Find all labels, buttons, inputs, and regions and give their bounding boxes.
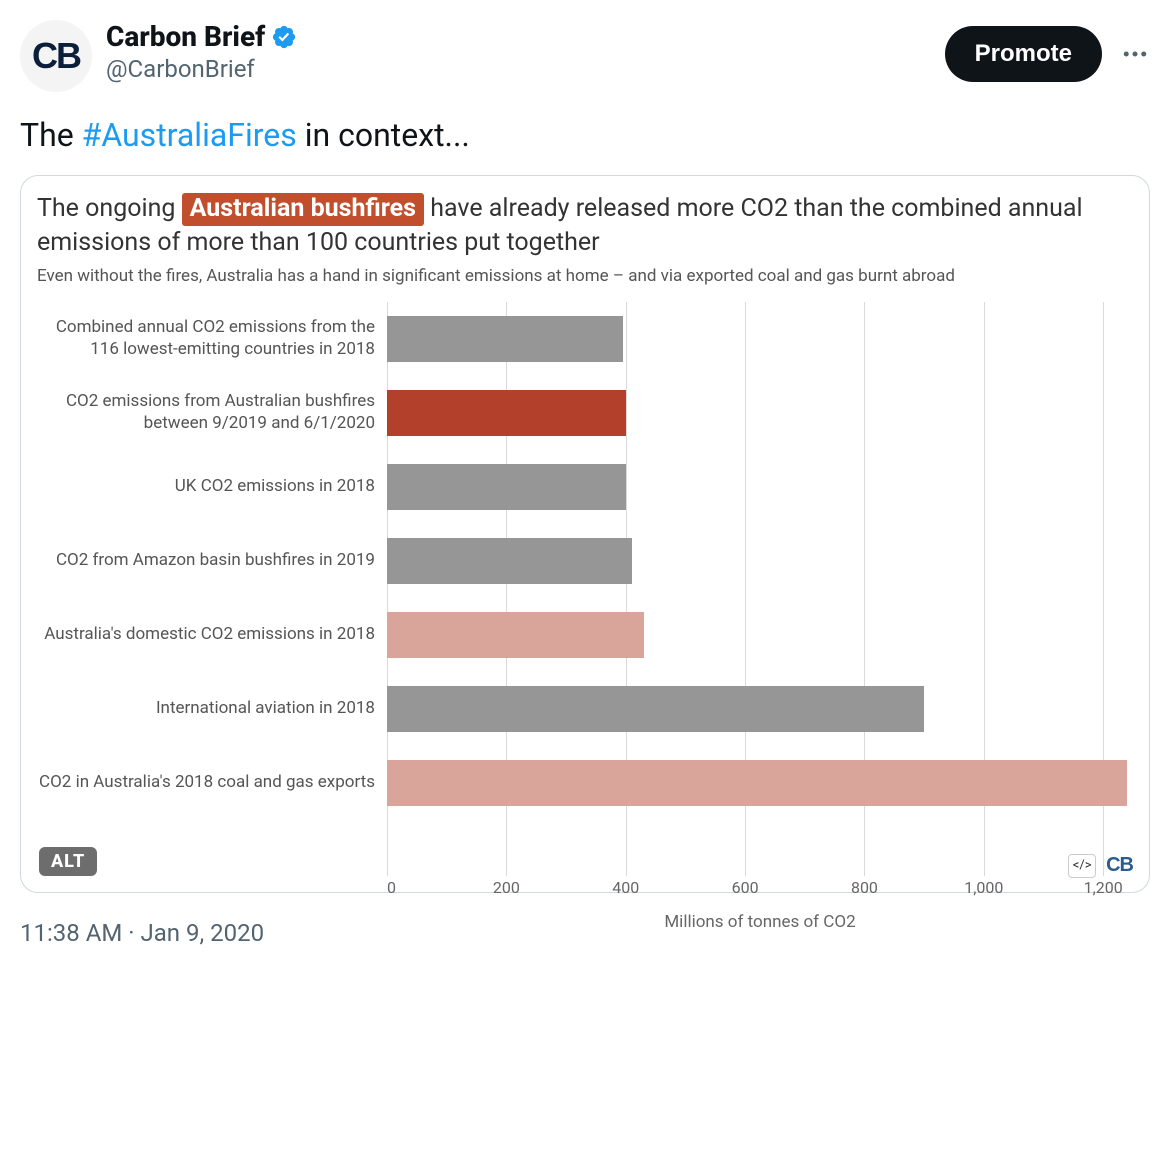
embed-icon[interactable]: </> [1068,854,1096,878]
more-icon[interactable] [1120,39,1150,69]
axis-tick: 600 [732,878,759,897]
chart-bar-label: Australia's domestic CO2 emissions in 20… [37,624,387,645]
verified-badge-icon [271,24,297,50]
author-block: Carbon Brief @CarbonBrief [106,20,931,83]
axis-tick: 400 [612,878,639,897]
axis-tick: 800 [851,878,878,897]
chart-bar-label: CO2 emissions from Australian bushfires … [37,391,387,434]
chart-bar [387,612,644,658]
promote-button[interactable]: Promote [945,26,1102,82]
chart-area: Combined annual CO2 emissions from the 1… [37,302,1133,876]
axis-tick: 200 [493,878,520,897]
chart-plot-column: 02004006008001,0001,200 Millions of tonn… [387,302,1133,876]
brand-badge: CB [1106,854,1133,877]
chart-x-axis-label: Millions of tonnes of CO2 [387,912,1133,932]
tweet-container: CB Carbon Brief @CarbonBrief Promote The… [0,0,1170,977]
media-card[interactable]: The ongoing Australian bushfires have al… [20,175,1150,893]
display-name[interactable]: Carbon Brief [106,22,265,53]
chart-plot [387,302,1133,876]
tweet-text-suffix: in context... [297,116,470,154]
card-footer-right: </> CB [1068,854,1133,878]
chart-bar [387,464,626,510]
chart-title: The ongoing Australian bushfires have al… [37,192,1133,260]
tweet-text: The #AustraliaFires in context... [20,114,1150,157]
chart-bar-label: Combined annual CO2 emissions from the 1… [37,317,387,360]
chart-bar-label: International aviation in 2018 [37,698,387,719]
chart-bar-label: UK CO2 emissions in 2018 [37,476,387,497]
chart-title-highlight: Australian bushfires [182,193,424,226]
chart-bar [387,538,632,584]
chart-bar [387,686,924,732]
tweet-text-prefix: The [20,116,82,154]
tweet-header: CB Carbon Brief @CarbonBrief Promote [20,20,1150,92]
header-actions: Promote [945,20,1150,82]
hashtag-link[interactable]: #AustraliaFires [82,116,297,154]
chart-x-axis: 0 200 400 600 800 1,000 1,200 [387,878,1133,908]
axis-tick: 1,000 [964,878,1003,897]
axis-tick: 1,200 [1084,878,1123,897]
alt-badge[interactable]: ALT [39,847,97,876]
chart-bars [387,302,1133,820]
chart-labels-column: Combined annual CO2 emissions from the 1… [37,302,387,876]
chart-bar [387,390,626,436]
avatar-initials: CB [32,35,80,77]
chart-bar [387,760,1127,806]
avatar[interactable]: CB [20,20,92,92]
chart-bar [387,316,623,362]
chart-subtitle: Even without the fires, Australia has a … [37,266,1133,286]
chart-bar-label: CO2 in Australia's 2018 coal and gas exp… [37,772,387,793]
chart-bar-label: CO2 from Amazon basin bushfires in 2019 [37,550,387,571]
handle[interactable]: @CarbonBrief [106,55,931,83]
axis-tick: 0 [387,878,396,897]
chart-title-pre: The ongoing [37,194,182,223]
